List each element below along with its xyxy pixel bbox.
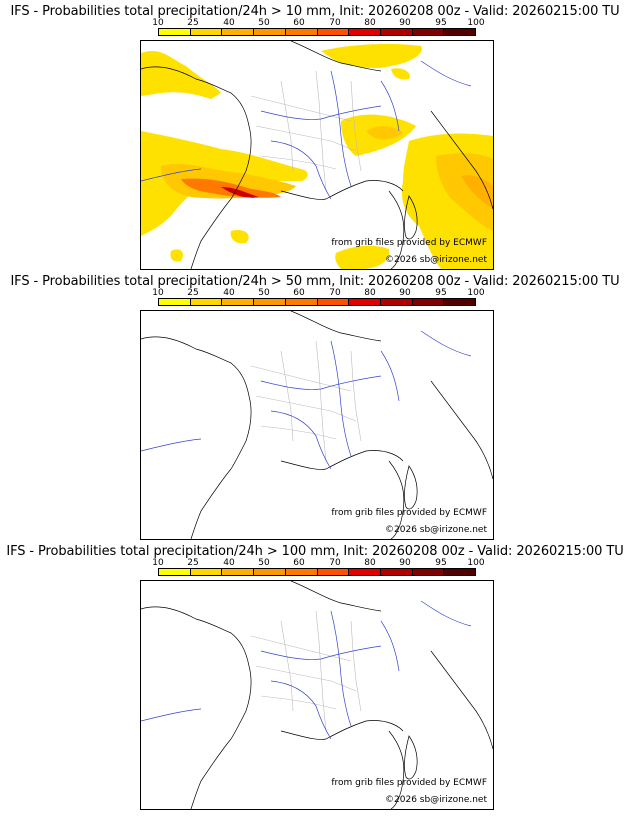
colorbar-tick: 95 <box>435 18 447 28</box>
colorbar-tick: 100 <box>467 18 485 28</box>
colorbar-tick: 90 <box>399 558 411 568</box>
colorbar-tick: 70 <box>329 288 341 298</box>
colorbar-ticks: 10 25 40 50 60 70 80 90 95 100 <box>0 18 630 29</box>
colorbar-segment <box>222 569 255 575</box>
colorbar-segment <box>444 569 476 575</box>
colorbar-tick: 40 <box>223 288 235 298</box>
colorbar-segment <box>317 299 350 305</box>
region-boundaries <box>250 610 362 732</box>
colorbar-segment <box>285 299 318 305</box>
colorbar-segment <box>349 29 381 35</box>
colorbar-segment <box>444 29 476 35</box>
colorbar-segment <box>285 29 318 35</box>
colorbar-segment <box>444 299 476 305</box>
colorbar-tick: 50 <box>258 288 270 298</box>
colorbar-segment <box>190 299 223 305</box>
copyright: ©2026 sb@irizone.net <box>385 255 487 265</box>
map-panel-100mm: IFS - Probabilities total precipitation/… <box>0 544 630 812</box>
colorbar-segment <box>254 299 286 305</box>
colorbar-segment <box>380 299 413 305</box>
map-title: IFS - Probabilities total precipitation/… <box>10 4 620 19</box>
colorbar-tick: 25 <box>187 558 199 568</box>
rivers <box>141 600 472 740</box>
colorbar-tick: 10 <box>152 288 164 298</box>
colorbar-tick: 10 <box>152 558 164 568</box>
colorbar <box>158 568 476 576</box>
rivers <box>141 330 472 470</box>
copyright: ©2026 sb@irizone.net <box>385 525 487 535</box>
colorbar-tick: 25 <box>187 288 199 298</box>
colorbar-tick: 70 <box>329 558 341 568</box>
colorbar-segment <box>254 569 286 575</box>
colorbar-segment <box>190 29 223 35</box>
rivers <box>141 60 472 200</box>
colorbar-segment <box>412 569 445 575</box>
colorbar-segment <box>285 569 318 575</box>
colorbar-segment <box>190 569 223 575</box>
map-panel-50mm: IFS - Probabilities total precipitation/… <box>0 274 630 542</box>
colorbar-tick: 10 <box>152 18 164 28</box>
colorbar-tick: 40 <box>223 18 235 28</box>
colorbar-tick: 80 <box>364 18 376 28</box>
colorbar-segment <box>254 29 286 35</box>
colorbar-tick: 80 <box>364 288 376 298</box>
colorbar-segment <box>159 299 191 305</box>
colorbar-tick: 25 <box>187 18 199 28</box>
colorbar-segment <box>349 299 381 305</box>
colorbar-tick: 90 <box>399 288 411 298</box>
map-svg <box>141 311 493 539</box>
colorbar-segment <box>317 29 350 35</box>
colorbar-ticks: 10 25 40 50 60 70 80 90 95 100 <box>0 558 630 569</box>
coastlines <box>141 581 493 809</box>
data-credit: from grib files provided by ECMWF <box>331 238 487 248</box>
data-credit: from grib files provided by ECMWF <box>331 778 487 788</box>
colorbar-tick: 100 <box>467 288 485 298</box>
colorbar-segment <box>159 29 191 35</box>
region-boundaries <box>250 340 362 462</box>
colorbar-segment <box>412 299 445 305</box>
colorbar-tick: 50 <box>258 558 270 568</box>
colorbar-segment <box>412 29 445 35</box>
colorbar-tick: 60 <box>293 18 305 28</box>
precip-probability-map: from grib files provided by ECMWF ©2026 … <box>140 310 494 540</box>
precip-probability-map: from grib files provided by ECMWF ©2026 … <box>140 40 494 270</box>
colorbar-tick: 60 <box>293 288 305 298</box>
data-credit: from grib files provided by ECMWF <box>331 508 487 518</box>
map-svg <box>141 41 493 269</box>
colorbar-segment <box>159 569 191 575</box>
colorbar-segment <box>349 569 381 575</box>
colorbar-tick: 70 <box>329 18 341 28</box>
colorbar-tick: 100 <box>467 558 485 568</box>
map-svg <box>141 581 493 809</box>
colorbar-segment <box>317 569 350 575</box>
colorbar-ticks: 10 25 40 50 60 70 80 90 95 100 <box>0 288 630 299</box>
map-title: IFS - Probabilities total precipitation/… <box>10 274 620 289</box>
colorbar-tick: 40 <box>223 558 235 568</box>
colorbar-tick: 95 <box>435 558 447 568</box>
precip-probability-map: from grib files provided by ECMWF ©2026 … <box>140 580 494 810</box>
map-panel-10mm: IFS - Probabilities total precipitation/… <box>0 4 630 272</box>
copyright: ©2026 sb@irizone.net <box>385 795 487 805</box>
colorbar-tick: 95 <box>435 288 447 298</box>
colorbar-tick: 80 <box>364 558 376 568</box>
coastlines <box>141 311 493 539</box>
colorbar-segment <box>380 29 413 35</box>
map-title: IFS - Probabilities total precipitation/… <box>6 544 624 559</box>
colorbar-segment <box>380 569 413 575</box>
precip-shading <box>141 43 493 269</box>
coastlines <box>141 41 493 269</box>
colorbar-tick: 60 <box>293 558 305 568</box>
colorbar <box>158 28 476 36</box>
colorbar-segment <box>222 29 255 35</box>
colorbar <box>158 298 476 306</box>
colorbar-segment <box>222 299 255 305</box>
colorbar-tick: 90 <box>399 18 411 28</box>
colorbar-tick: 50 <box>258 18 270 28</box>
region-boundaries <box>250 70 362 192</box>
